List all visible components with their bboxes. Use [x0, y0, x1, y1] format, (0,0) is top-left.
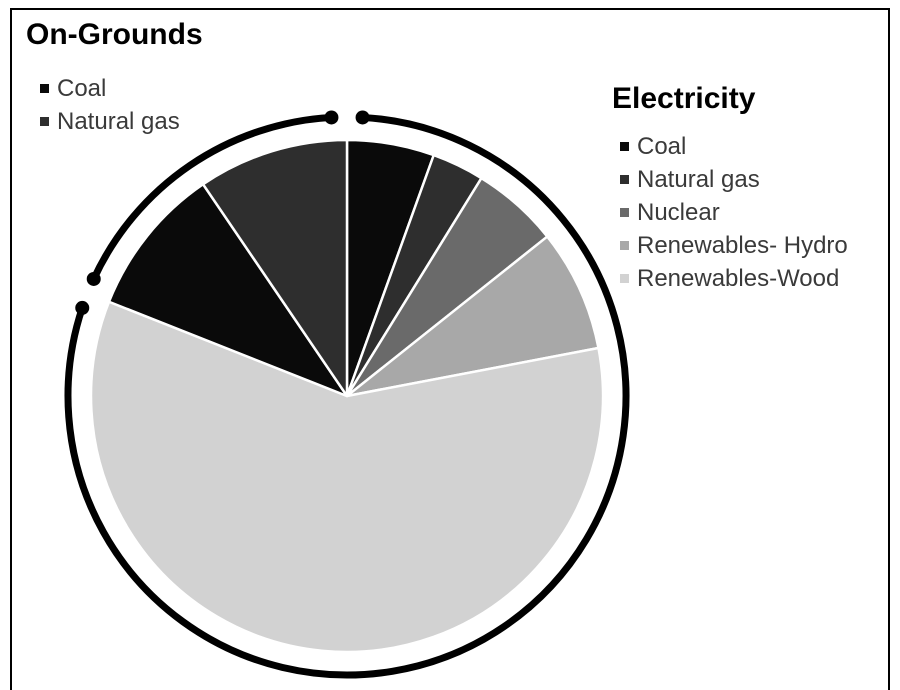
legend-swatch: [40, 117, 49, 126]
electricity-legend-item: Nuclear: [620, 196, 848, 229]
legend-swatch: [40, 84, 49, 93]
electricity-legend: Coal Natural gas Nuclear Renewables- Hydro R…: [620, 130, 848, 295]
on-grounds-legend-item: Coal: [40, 72, 180, 105]
on-grounds-legend: Coal Natural gas: [40, 72, 180, 138]
electricity-legend-item: Renewables- Hydro: [620, 229, 848, 262]
on-grounds-bracket-end-end: [324, 110, 339, 125]
electricity-title: Electricity: [612, 82, 756, 115]
legend-label: Coal: [637, 132, 687, 160]
legend-swatch: [620, 175, 629, 184]
electricity-legend-item: Natural gas: [620, 163, 848, 196]
on-grounds-title: On-Grounds: [26, 18, 203, 51]
pie-slices: [89, 138, 605, 654]
electricity-legend-item: Coal: [620, 130, 848, 163]
legend-swatch: [620, 241, 629, 250]
pie-slice-electricity-renewables-wood: [89, 300, 605, 654]
legend-label: Nuclear: [637, 198, 720, 226]
group-brackets: [64, 110, 630, 679]
legend-label: Renewables- Hydro: [637, 231, 848, 259]
legend-swatch: [620, 274, 629, 283]
legend-label: Natural gas: [637, 165, 760, 193]
legend-label: Natural gas: [57, 107, 180, 135]
on-grounds-bracket-arc: [90, 113, 332, 281]
legend-label: Renewables-Wood: [637, 264, 840, 292]
electricity-bracket-end-end: [75, 300, 90, 315]
on-grounds-bracket-end-start: [86, 271, 101, 286]
legend-label: Coal: [57, 74, 107, 102]
electricity-legend-item: Renewables-Wood: [620, 262, 848, 295]
on-grounds-legend-item: Natural gas: [40, 105, 180, 138]
legend-swatch: [620, 208, 629, 217]
electricity-bracket-arc: [64, 113, 630, 679]
pie-slice-electricity-renewables-hydro: [345, 235, 600, 398]
pie-slice-on-grounds-natural-gas: [201, 138, 349, 398]
pie-slice-on-grounds-coal: [107, 183, 349, 398]
electricity-bracket-end-start: [355, 110, 370, 125]
legend-swatch: [620, 142, 629, 151]
